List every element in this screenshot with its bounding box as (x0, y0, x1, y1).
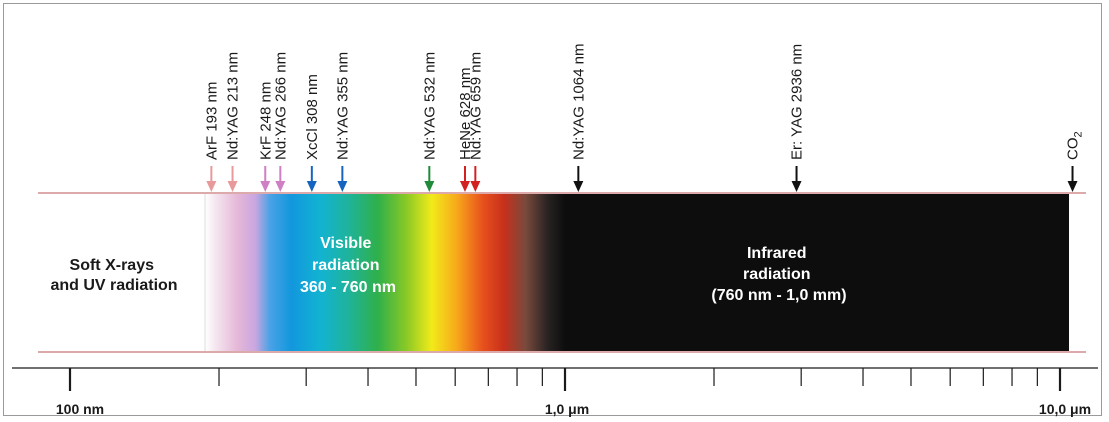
visible-region-line1: Visible (320, 235, 371, 252)
visible-region-label: Visible radiation 360 - 760 nm (300, 235, 396, 296)
laser-arrow-head (459, 181, 470, 192)
laser-arrow-head (306, 181, 317, 192)
laser-marker: KrF 248 nm (257, 82, 274, 192)
laser-marker: Nd:YAG 659 nm (467, 52, 484, 192)
visible-region-line3: 360 - 760 nm (300, 279, 396, 296)
laser-label-text: HeNe 628 nm (457, 67, 474, 160)
laser-label: CO2 (1065, 131, 1085, 160)
laser-label: XcCl 308 nm (304, 74, 321, 160)
laser-label-text: Er: YAG 2936 nm (789, 44, 806, 160)
axis-labels: 100 nm 1,0 μm 10,0 μm (56, 401, 1091, 417)
uv-region-line1: Soft X-rays (70, 257, 155, 274)
laser-marker: Nd:YAG 355 nm (334, 52, 351, 192)
laser-label: Nd:YAG 1064 nm (570, 44, 587, 160)
axis-label: 1,0 μm (545, 401, 589, 417)
laser-arrow-head (791, 181, 802, 192)
diagram-frame (3, 3, 1102, 416)
laser-label: ArF 193 nm (203, 82, 220, 160)
laser-label-text: Nd:YAG 355 nm (334, 52, 351, 160)
laser-label-subscript: 2 (1073, 131, 1085, 137)
laser-label: Nd:YAG 266 nm (272, 52, 289, 160)
laser-marker: ArF 193 nm (203, 82, 220, 192)
laser-arrow-head (470, 181, 481, 192)
laser-label-text: Nd:YAG 213 nm (225, 52, 242, 160)
laser-marker: Nd:YAG 1064 nm (570, 44, 587, 192)
laser-arrow-head (1067, 181, 1078, 192)
laser-arrow-head (260, 181, 271, 192)
laser-label-text: XcCl 308 nm (304, 74, 321, 160)
laser-label-text: Nd:YAG 1064 nm (570, 44, 587, 160)
laser-arrow-head (227, 181, 238, 192)
infrared-band (565, 194, 1069, 351)
laser-marker: HeNe 628 nm (457, 67, 474, 192)
laser-arrow-head (275, 181, 286, 192)
uv-region-label: Soft X-rays and UV radiation (50, 257, 177, 294)
axis-label: 10,0 μm (1039, 401, 1091, 417)
laser-arrow-head (424, 181, 435, 192)
visible-region-line2: radiation (312, 257, 380, 274)
laser-label: Er: YAG 2936 nm (789, 44, 806, 160)
laser-label: Nd:YAG 213 nm (225, 52, 242, 160)
laser-marker: CO2 (1065, 131, 1085, 192)
laser-label: KrF 248 nm (257, 82, 274, 160)
axis-label: 100 nm (56, 401, 104, 417)
laser-marker: Er: YAG 2936 nm (789, 44, 806, 192)
laser-arrow-head (337, 181, 348, 192)
laser-marker: XcCl 308 nm (304, 74, 321, 192)
infrared-region-label: Infrared radiation (760 nm - 1,0 mm) (711, 245, 846, 304)
infrared-region-line3: (760 nm - 1,0 mm) (711, 287, 846, 304)
axis-ticks (68, 368, 1062, 391)
laser-label-text: Nd:YAG 266 nm (272, 52, 289, 160)
laser-label-text: CO (1065, 138, 1082, 161)
laser-label-text: KrF 248 nm (257, 82, 274, 160)
uv-visible-gradient-band (205, 194, 567, 351)
laser-markers: ArF 193 nm Nd:YAG 213 nm KrF 248 nmNd:YAG … (203, 44, 1085, 192)
laser-label: Nd:YAG 532 nm (421, 52, 438, 160)
uv-region-line2: and UV radiation (50, 277, 177, 294)
laser-marker: Nd:YAG 213 nm (225, 52, 242, 192)
laser-arrow-head (573, 181, 584, 192)
infrared-region-line2: radiation (743, 266, 811, 283)
laser-label-text: Nd:YAG 532 nm (421, 52, 438, 160)
laser-label: HeNe 628 nm (457, 67, 474, 160)
laser-marker: Nd:YAG 532 nm (421, 52, 438, 192)
laser-marker: Nd:YAG 266 nm (272, 52, 289, 192)
laser-label: Nd:YAG 355 nm (334, 52, 351, 160)
laser-label: Nd:YAG 659 nm (467, 52, 484, 160)
laser-label-text: ArF 193 nm (203, 82, 220, 160)
laser-arrow-head (206, 181, 217, 192)
infrared-region-line1: Infrared (747, 245, 807, 262)
laser-label-text: Nd:YAG 659 nm (467, 52, 484, 160)
